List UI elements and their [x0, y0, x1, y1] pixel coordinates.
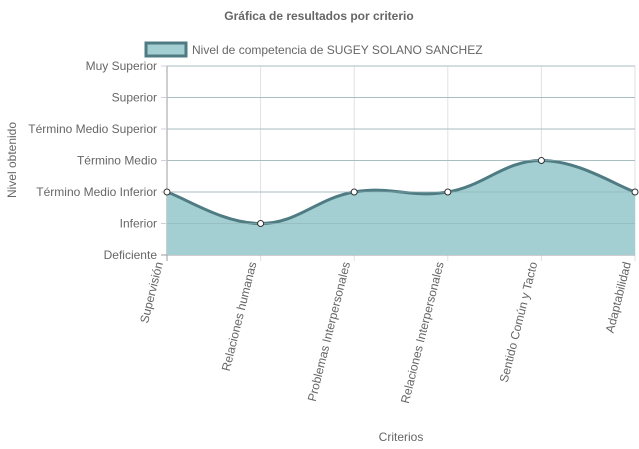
- legend[interactable]: Nivel de competencia de SUGEY SOLANO SAN…: [144, 41, 483, 58]
- data-point: [163, 188, 171, 196]
- data-point: [350, 188, 358, 196]
- y-tick-label: Inferior: [120, 217, 157, 231]
- x-axis-ticks: Supervisión Relaciones humanas Problemas I…: [137, 260, 634, 405]
- x-tick-label: Problemas Interpersonales: [305, 260, 353, 403]
- chart-title: Gráfica de resultados por criterio: [224, 9, 413, 23]
- x-tick-label: Adaptabilidad: [603, 260, 634, 334]
- y-axis-label: Nivel obtenido: [5, 122, 19, 198]
- x-tick-label: Sentido Común y Tacto: [497, 260, 541, 384]
- series-area: [167, 160, 635, 255]
- data-point: [631, 188, 639, 196]
- area-layer: [166, 65, 636, 255]
- y-tick-label: Término Medio Superior: [28, 122, 157, 136]
- y-tick-label: Término Medio: [77, 154, 157, 168]
- legend-label: Nivel de competencia de SUGEY SOLANO SAN…: [192, 43, 483, 57]
- x-axis-label: Criterios: [379, 430, 424, 444]
- x-tick-label: Relaciones humanas: [219, 260, 260, 372]
- legend-swatch: [144, 41, 188, 58]
- data-point: [257, 220, 265, 227]
- y-tick-label: Superior: [112, 91, 157, 105]
- y-tick-label: Muy Superior: [86, 59, 157, 73]
- data-point: [444, 188, 452, 196]
- points-layer: [163, 157, 639, 227]
- y-axis-ticks: Deficiente Inferior Término Medio Inferior…: [28, 59, 157, 262]
- data-point: [537, 157, 545, 164]
- x-tick-label: Relaciones Interpersonales: [398, 260, 447, 404]
- y-tick-label: Término Medio Inferior: [36, 185, 157, 199]
- y-tick-label: Deficiente: [104, 248, 158, 262]
- x-tick-label: Supervisión: [137, 260, 166, 324]
